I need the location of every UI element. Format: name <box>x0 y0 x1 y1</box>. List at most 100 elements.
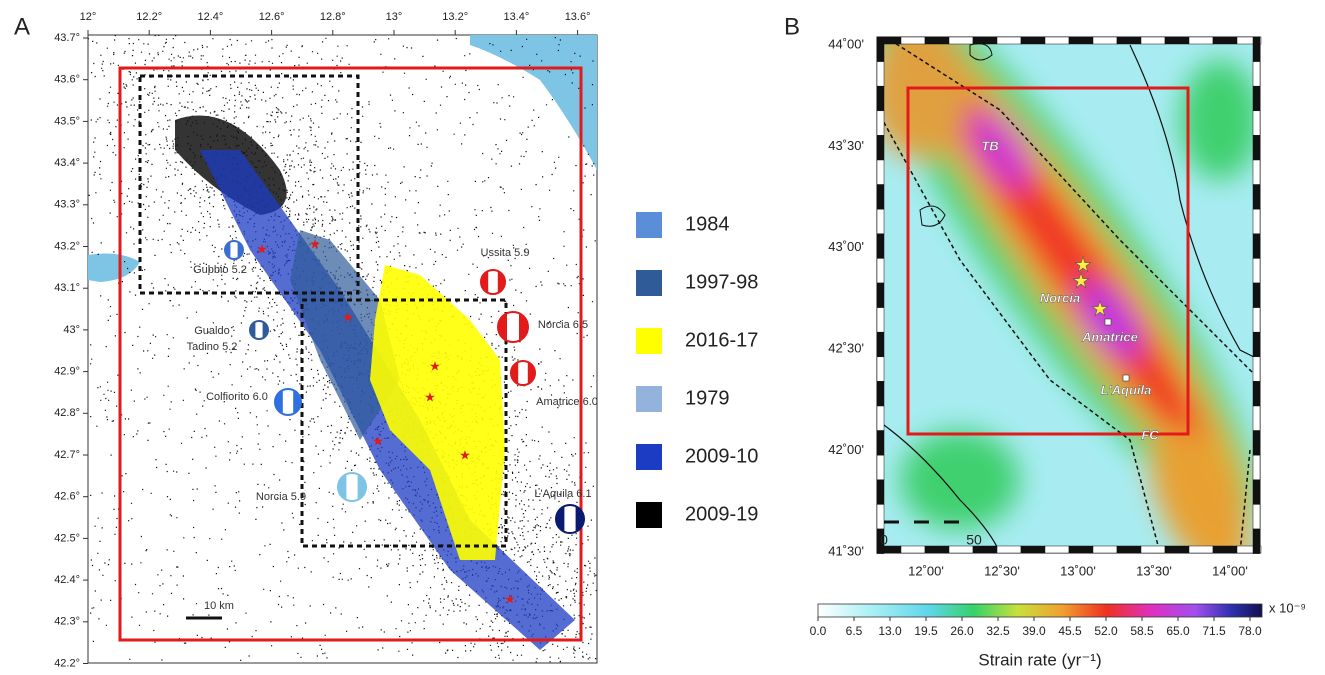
frame-tick <box>1253 185 1260 210</box>
frame-tick <box>901 37 925 44</box>
place-label: Colfiorito 6.0 <box>206 391 268 403</box>
place-label: Gualdo <box>194 325 229 337</box>
frame-tick <box>997 37 1021 44</box>
lat-tick-label: 43.1° <box>54 282 80 294</box>
frame-tick <box>877 160 884 185</box>
lon-tick-label: 12˚30' <box>984 563 1020 578</box>
colorbar <box>818 604 1262 617</box>
frame-tick <box>901 546 925 553</box>
colorbar-multiplier: x 10⁻⁹ <box>1269 600 1306 615</box>
frame-tick <box>877 455 884 480</box>
frame-tick <box>877 406 884 431</box>
frame-tick <box>1253 37 1260 62</box>
place-label: TB <box>981 138 998 153</box>
frame-tick <box>1253 308 1260 333</box>
frame-tick <box>1253 86 1260 111</box>
lon-tick-label: 13° <box>386 11 403 23</box>
frame-tick <box>1253 283 1260 308</box>
legend-label: 1984 <box>685 213 730 235</box>
frame-tick <box>877 234 884 259</box>
town-marker <box>1123 375 1129 381</box>
lon-tick-label: 12.6° <box>259 11 285 23</box>
frame-tick <box>1189 37 1213 44</box>
frame-tick <box>1069 37 1093 44</box>
place-label: Gubbio 5.2 <box>193 264 247 276</box>
frame-tick <box>1253 62 1260 87</box>
frame-tick <box>1021 546 1045 553</box>
lon-tick-label: 14˚00' <box>1212 563 1248 578</box>
frame-tick <box>1253 160 1260 185</box>
figure: A ★★★★★★★★ 10 km 12°12.2°12.4°12.6°12.8°… <box>0 0 1325 675</box>
lat-tick-label: 43.7° <box>54 32 80 44</box>
frame-tick <box>1253 135 1260 160</box>
frame-tick <box>1093 37 1117 44</box>
frame-tick <box>949 37 973 44</box>
frame-tick <box>1253 209 1260 234</box>
colorbar-title: Strain rate (yr⁻¹) <box>978 650 1101 669</box>
lon-tick-label: 13.2° <box>442 11 468 23</box>
colorbar-tick-label: 6.5 <box>846 624 863 638</box>
lat-tick-label: 42.4° <box>54 574 80 586</box>
panel-b: B ★★★ 44˚00'43˚30'43˚00'42˚30'42˚00'41˚3… <box>784 0 1307 669</box>
epicenter: ★ <box>372 433 384 448</box>
place-label: Norcia 6.5 <box>538 319 588 331</box>
frame-tick <box>1253 529 1260 554</box>
legend-label: 1997-98 <box>685 271 758 293</box>
place-label: Norcia <box>1040 290 1080 305</box>
legend-swatch <box>636 270 662 296</box>
scale-label: 0 <box>880 532 888 548</box>
lon-tick-label: 12.2° <box>136 11 162 23</box>
legend-swatch <box>636 502 662 528</box>
lon-tick-label: 13˚00' <box>1060 563 1096 578</box>
lat-tick-label: 42.3° <box>54 616 80 628</box>
panel-a: A ★★★★★★★★ 10 km 12°12.2°12.4°12.6°12.8°… <box>14 11 758 675</box>
lat-tick-label: 43˚00' <box>828 239 864 254</box>
frame-tick <box>1045 546 1069 553</box>
epicenter: ★ <box>1091 298 1109 320</box>
epicenter: ★ <box>256 241 268 256</box>
colorbar-tick-label: 78.0 <box>1238 624 1262 638</box>
frame-tick <box>1253 480 1260 505</box>
colorbar-tick-label: 19.5 <box>914 624 938 638</box>
panel-label: A <box>14 13 30 40</box>
frame-tick <box>1253 431 1260 456</box>
epicenter: ★ <box>459 447 471 462</box>
colorbar-tick-label: 52.0 <box>1094 624 1118 638</box>
scale-label: 50 <box>966 532 982 548</box>
colorbar-tick-label: 65.0 <box>1166 624 1190 638</box>
frame-tick <box>1045 37 1069 44</box>
legend-label: 1979 <box>685 387 730 409</box>
lat-tick-label: 43.6° <box>54 74 80 86</box>
epicenter: ★ <box>504 591 516 606</box>
colorbar-tick-label: 39.0 <box>1022 624 1046 638</box>
frame-tick <box>1253 406 1260 431</box>
epicenter: ★ <box>309 236 321 251</box>
panel-label: B <box>784 13 800 40</box>
lon-tick-label: 13˚30' <box>1136 563 1172 578</box>
frame-tick <box>1253 234 1260 259</box>
epicenter: ★ <box>424 389 436 404</box>
frame-tick <box>877 381 884 406</box>
frame-tick <box>877 283 884 308</box>
frame-tick <box>877 431 884 456</box>
frame-tick <box>877 37 884 62</box>
lat-tick-label: 42.8° <box>54 407 80 419</box>
legend-label: 2009-19 <box>685 503 758 525</box>
legend-swatch <box>636 444 662 470</box>
frame-tick <box>1253 357 1260 382</box>
colorbar-tick-label: 26.0 <box>950 624 974 638</box>
colorbar-tick-label: 45.5 <box>1058 624 1082 638</box>
legend-swatch <box>636 328 662 354</box>
frame-tick <box>877 480 884 505</box>
lon-tick-label: 13.6° <box>565 11 591 23</box>
frame-tick <box>973 37 997 44</box>
epicenter: ★ <box>1072 270 1090 292</box>
frame-tick <box>1253 332 1260 357</box>
legend-label: 2009-10 <box>685 445 758 467</box>
lat-tick-label: 43.3° <box>54 199 80 211</box>
scale-label: 10 km <box>204 600 234 612</box>
frame-tick <box>877 86 884 111</box>
frame-tick <box>877 62 884 87</box>
frame-tick <box>877 332 884 357</box>
frame-tick <box>1213 37 1237 44</box>
